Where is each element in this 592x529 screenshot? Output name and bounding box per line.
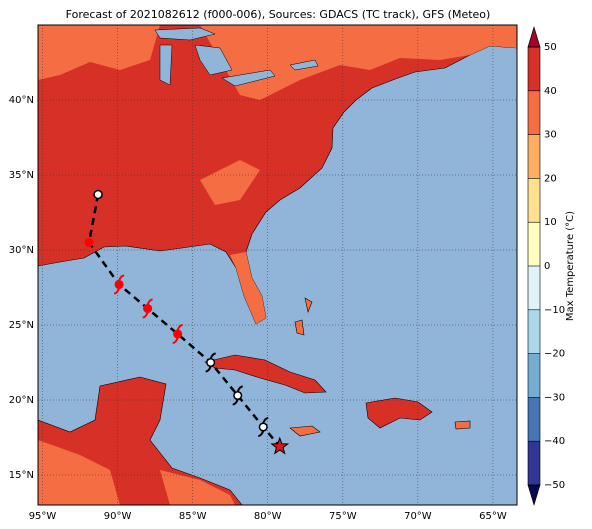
colorbar-extend <box>527 25 541 48</box>
track-point <box>93 189 103 200</box>
colorbar-segment <box>528 222 540 266</box>
hurricane-arm <box>205 352 216 373</box>
y-tick-label: 25°N <box>9 320 34 331</box>
colorbar-tick-label: 0 <box>544 261 550 272</box>
colorbar-segment <box>528 90 540 135</box>
x-tick-label: 75°W <box>329 511 357 522</box>
colorbar-segment <box>528 397 540 442</box>
map-frame <box>37 24 518 506</box>
colorbar-segment <box>528 266 540 310</box>
hurricane-arm <box>113 274 125 295</box>
y-tick-label: 30°N <box>9 245 34 256</box>
colorbar-label: Max Temperature (°C) <box>565 211 576 321</box>
cuba <box>204 354 327 394</box>
colorbar-tick-label: 50 <box>544 42 557 53</box>
map <box>38 25 517 505</box>
track-line <box>87 194 281 448</box>
colorbar-tick-label: −40 <box>544 436 565 447</box>
islands <box>289 297 471 437</box>
colorbar-tick-label: −30 <box>544 392 565 403</box>
hispaniola <box>365 397 433 429</box>
hurricane-eye <box>206 357 216 368</box>
hurricane-arm <box>142 298 153 319</box>
y-tick-label: 35°N <box>9 170 34 181</box>
track-point <box>113 274 125 295</box>
hurricane-eye <box>233 390 243 401</box>
x-tick-label: 65°W <box>479 511 507 522</box>
track-point <box>232 385 243 406</box>
colorbar-segment <box>528 441 540 485</box>
hurricane-eye <box>114 279 124 290</box>
x-tick-label: 90°W <box>104 511 132 522</box>
colorbar-tick-label: 20 <box>544 173 557 184</box>
overlay <box>38 25 517 505</box>
y-tick-label: 40°N <box>9 95 34 106</box>
x-tick-label: 70°W <box>404 511 432 522</box>
colorbar-segment <box>528 134 540 179</box>
colorbar-tick-label: −50 <box>544 480 565 491</box>
hurricane-eye <box>258 422 268 432</box>
colorbar-tick-label: 40 <box>544 86 557 97</box>
x-tick-label: 85°W <box>179 511 207 522</box>
colorbar-tick-label: 10 <box>544 217 557 228</box>
hurricane-arm <box>172 324 183 344</box>
colorbar-segment <box>528 47 540 91</box>
track-point <box>205 352 216 373</box>
colorbar-extend <box>527 484 541 507</box>
colorbar-tick-label: 30 <box>544 130 557 141</box>
track-point <box>172 324 183 344</box>
colorbar-segment <box>528 353 540 398</box>
colorbar-tick-label: −10 <box>544 305 565 316</box>
x-tick-label: 80°W <box>254 511 282 522</box>
hurricane-arm <box>232 385 243 406</box>
track-point <box>142 298 153 319</box>
north-america <box>38 25 517 325</box>
track-point <box>84 238 94 247</box>
x-tick-label: 95°W <box>29 511 57 522</box>
track-point <box>270 436 290 455</box>
track-point <box>258 417 269 437</box>
great-lakes <box>154 27 319 87</box>
y-tick-label: 20°N <box>9 395 34 406</box>
warm-region <box>38 25 517 324</box>
chart-title: Forecast of 2021082612 (f000-006), Sourc… <box>66 8 491 21</box>
hurricane-eye <box>173 329 183 339</box>
y-tick-label: 15°N <box>9 470 34 481</box>
hurricane-arm <box>258 417 269 437</box>
hurricane-eye <box>143 303 153 314</box>
warm-region-south <box>38 440 235 505</box>
colorbar-segment <box>528 178 540 223</box>
colorbar-tick-label: −20 <box>544 349 565 360</box>
colorbar-segment <box>528 309 540 354</box>
